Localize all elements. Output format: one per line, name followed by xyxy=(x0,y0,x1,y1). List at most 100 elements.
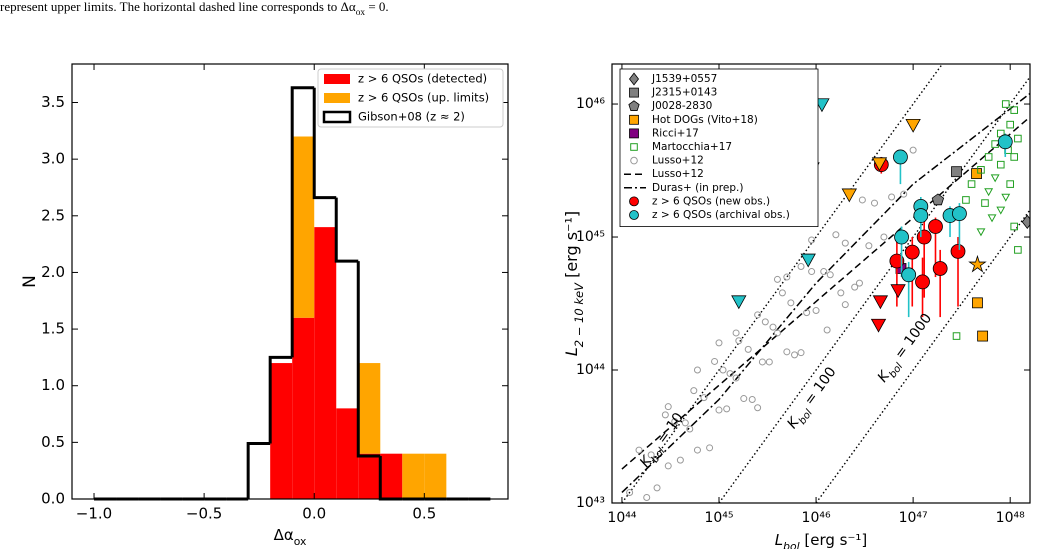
marker xyxy=(628,100,640,111)
marker xyxy=(870,199,878,207)
marker xyxy=(808,236,816,244)
marker xyxy=(630,156,638,165)
x-tick-label: 0.0 xyxy=(302,505,326,523)
step-outline xyxy=(268,355,293,444)
y-axis-label-part: [erg s⁻¹] xyxy=(562,211,581,283)
marker xyxy=(984,153,993,161)
step-outline xyxy=(246,441,271,499)
marker xyxy=(773,329,781,337)
marker xyxy=(664,462,672,470)
marker xyxy=(837,289,845,297)
line xyxy=(621,116,1030,470)
marker xyxy=(888,193,896,201)
marker xyxy=(976,228,986,237)
legend-label: Hot DOGs (Vito+18) xyxy=(652,114,758,126)
marker xyxy=(715,406,723,414)
hist-bar xyxy=(336,408,359,499)
legend-label: J1539+0557 xyxy=(651,73,717,85)
legend-label: Martocchia+17 xyxy=(652,141,732,153)
line-label-part: = 100 xyxy=(799,364,840,412)
hist-bar xyxy=(402,453,425,499)
marker xyxy=(744,345,752,353)
marker xyxy=(913,208,929,223)
marker xyxy=(977,330,989,342)
marker xyxy=(719,366,727,374)
y-tick-label: 1.5 xyxy=(41,320,65,338)
marker xyxy=(787,299,795,307)
marker xyxy=(629,114,639,125)
marker xyxy=(630,143,638,151)
marker xyxy=(797,263,805,271)
marker xyxy=(740,395,748,403)
y-tick-label: 0.5 xyxy=(41,433,65,451)
y-tick-label: 1.0 xyxy=(41,376,65,394)
line-label: Kbol = 100 xyxy=(784,364,842,434)
marker xyxy=(711,357,719,365)
marker xyxy=(931,193,945,206)
marker xyxy=(870,318,887,333)
marker xyxy=(778,289,786,297)
marker xyxy=(820,268,828,276)
marker xyxy=(905,118,921,133)
step-outline xyxy=(312,87,337,200)
marker xyxy=(748,396,756,404)
marker xyxy=(952,332,961,340)
legend-label: J2315+0143 xyxy=(651,87,717,99)
legend-box xyxy=(317,68,504,128)
marker xyxy=(671,418,679,426)
line xyxy=(621,64,943,503)
marker xyxy=(951,166,962,178)
y-tick-label: 10⁴⁴ xyxy=(576,362,605,378)
x-tick-label: 10⁴⁶ xyxy=(802,510,831,526)
marker xyxy=(769,323,777,331)
marker xyxy=(686,425,694,433)
marker xyxy=(700,394,708,402)
y-tick-label: 2.5 xyxy=(41,206,65,224)
legend-label: Gibson+08 (z ≈ 2) xyxy=(358,110,465,124)
marker xyxy=(1010,153,1019,161)
marker xyxy=(915,274,930,290)
marker xyxy=(723,405,731,413)
marker xyxy=(872,295,889,310)
marker xyxy=(889,253,905,269)
marker xyxy=(950,243,966,259)
marker xyxy=(1014,246,1022,254)
marker xyxy=(841,188,857,203)
marker xyxy=(858,196,866,204)
hist-bar xyxy=(380,453,403,499)
marker xyxy=(732,329,740,337)
marker xyxy=(996,160,1005,169)
marker xyxy=(894,229,909,245)
marker xyxy=(628,72,640,86)
marker xyxy=(681,419,689,427)
legend-label: z > 6 QSOs (new obs.) xyxy=(652,195,770,207)
legend-label: J0028-2830 xyxy=(651,100,712,112)
legend-label: z > 6 QSOs (archival obs.) xyxy=(652,209,790,221)
marker xyxy=(1021,214,1030,230)
marker xyxy=(968,254,987,273)
legend-label: z > 6 QSOs (detected) xyxy=(358,72,487,86)
marker xyxy=(841,239,849,247)
marker xyxy=(629,196,639,207)
marker xyxy=(773,275,781,283)
marker xyxy=(900,190,908,198)
marker xyxy=(715,339,723,347)
x-axis-label-part: Δα xyxy=(274,526,294,544)
x-axis-label-part: ox xyxy=(294,535,307,548)
legend-swatch xyxy=(324,93,350,103)
marker xyxy=(977,166,985,174)
marker xyxy=(1006,120,1014,129)
hist-bar xyxy=(292,317,315,499)
x-tick-label: 10⁴⁸ xyxy=(996,510,1025,526)
x-tick-label: 10⁴⁷ xyxy=(899,510,928,526)
step-outline xyxy=(334,197,359,263)
marker xyxy=(726,370,734,378)
y-tick-label: 3.5 xyxy=(41,93,65,111)
x-tick-label: −0.5 xyxy=(186,505,222,523)
marker xyxy=(731,295,747,310)
legend-label: Lusso+12 xyxy=(652,155,704,167)
marker xyxy=(690,387,698,395)
marker xyxy=(832,231,840,239)
plot-frame xyxy=(611,63,1031,504)
